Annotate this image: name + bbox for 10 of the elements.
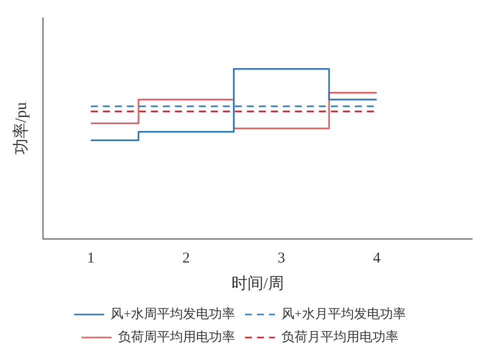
x-tick-label: 3 xyxy=(278,250,286,267)
y-axis-title: 功率/pu xyxy=(12,102,30,155)
legend-label: 风+水月平均发电功率 xyxy=(282,306,406,321)
x-tick-label: 1 xyxy=(87,250,95,267)
x-tick-label: 4 xyxy=(372,250,381,267)
x-axis-title: 时间/周 xyxy=(231,274,284,293)
legend-label: 负荷周平均用电功率 xyxy=(118,328,235,344)
x-tick-label: 2 xyxy=(182,250,190,267)
legend-label: 风+水周平均发电功率 xyxy=(110,306,236,321)
legend-label: 负荷月平均用电功率 xyxy=(282,328,398,344)
